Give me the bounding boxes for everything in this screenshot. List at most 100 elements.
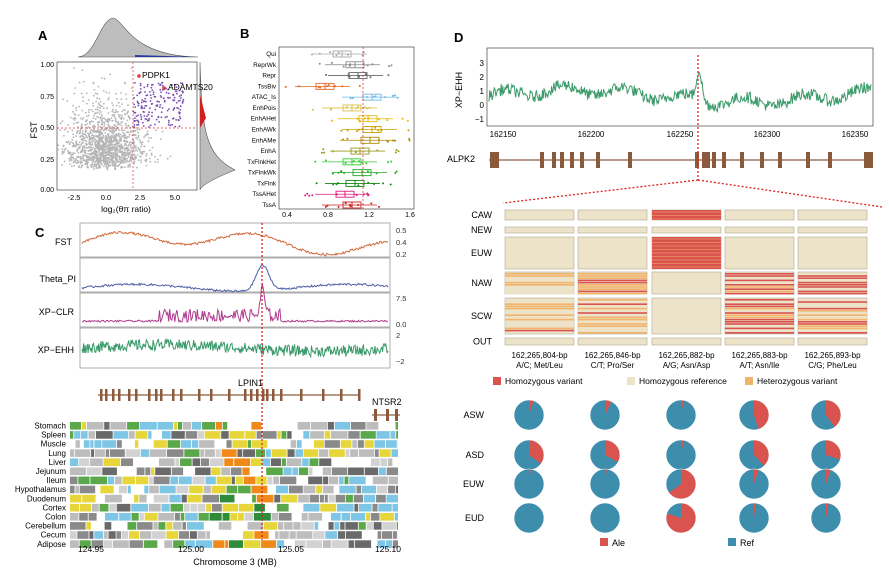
- outlier-point: [311, 194, 314, 197]
- chromatin-state-segment: [90, 476, 108, 485]
- scatter-point: [106, 160, 109, 163]
- tissue-label: Colon: [45, 513, 66, 522]
- scatter-point: [144, 118, 147, 120]
- chromatin-state-segment: [380, 513, 394, 521]
- outlier-point: [367, 117, 370, 120]
- scatter-point: [160, 96, 163, 99]
- chromatin-state-segment: [148, 431, 152, 439]
- chromatin-state-segment: [319, 458, 332, 466]
- chromatin-state-segment: [274, 494, 281, 503]
- panel-c-track-labels: FST Theta_PI XP−CLR XP−EHH: [38, 237, 76, 355]
- scatter-point: [173, 99, 175, 102]
- scatter-point: [84, 130, 87, 132]
- chromatin-state-segment: [364, 467, 379, 476]
- scatter-point: [124, 142, 127, 145]
- scatter-point: [110, 146, 113, 149]
- scatter-point: [176, 106, 179, 109]
- scatter-point: [146, 130, 149, 133]
- scatter-point: [102, 134, 105, 137]
- scatter-point: [117, 110, 119, 113]
- category-label: EnhPois: [253, 105, 276, 112]
- chromatin-state-segment: [180, 458, 192, 466]
- chromatin-state-segment: [176, 485, 189, 494]
- scatter-point: [134, 150, 136, 152]
- chromatin-state-segment: [164, 540, 173, 548]
- population-label: CAW: [471, 210, 492, 220]
- chromatin-state-segment: [94, 440, 102, 448]
- outlier-point: [318, 62, 321, 65]
- scatter-point: [103, 165, 105, 168]
- scatter-point: [182, 98, 185, 101]
- scatter-point: [109, 164, 112, 167]
- scatter-point: [97, 85, 100, 88]
- panel-c-label: C: [35, 225, 45, 240]
- chromatin-state-segment: [91, 503, 99, 512]
- gene-label-lpin1: LPIN1: [238, 378, 263, 388]
- xtick: 125.10: [375, 544, 401, 554]
- scatter-point: [72, 117, 75, 120]
- scatter-point: [126, 151, 129, 153]
- stripe: [725, 281, 794, 284]
- scatter-point: [63, 160, 66, 163]
- scatter-point: [154, 95, 157, 98]
- outlier-point: [315, 182, 318, 185]
- scatter-point: [69, 163, 71, 166]
- scatter-point: [80, 123, 83, 126]
- scatter-point: [126, 112, 128, 115]
- exon: [580, 152, 584, 168]
- scatter-point: [117, 121, 120, 123]
- scatter-point: [137, 102, 140, 105]
- panel-a-ylabel: FST: [29, 121, 39, 139]
- pie-legend-label: Ref: [740, 538, 755, 548]
- scatter-point: [175, 101, 178, 104]
- scatter-point: [89, 149, 92, 152]
- pie-group-label: EUD: [465, 513, 485, 523]
- scatter-point: [140, 118, 143, 121]
- stripe: [505, 329, 574, 332]
- chromatin-state-segment: [140, 449, 149, 457]
- scatter-point: [94, 141, 97, 144]
- chromatin-state-segment: [336, 503, 354, 512]
- scatter-point: [79, 117, 82, 120]
- scatter-point: [137, 159, 140, 162]
- scatter-point: [173, 107, 176, 109]
- scatter-point: [76, 149, 79, 152]
- exon: [828, 152, 832, 168]
- scatter-point: [133, 144, 136, 147]
- outlier-point: [407, 129, 410, 132]
- pie-group-label: ASD: [465, 450, 484, 460]
- chromatin-state-segment: [134, 440, 139, 448]
- scatter-point: [108, 147, 110, 150]
- pie-outline: [589, 502, 621, 534]
- scatter-point: [123, 151, 125, 154]
- chromatin-state-segment: [359, 449, 375, 457]
- scatter-point: [105, 120, 108, 122]
- scatter-point: [89, 138, 92, 141]
- gene-label-pdpk1: PDPK1: [142, 70, 170, 80]
- scatter-point: [63, 148, 66, 151]
- scatter-point: [107, 134, 110, 137]
- chromatin-state-segment: [134, 494, 139, 503]
- scatter-point: [93, 131, 95, 133]
- outlier-point: [384, 96, 387, 99]
- chromatin-state-segment: [279, 531, 289, 539]
- scatter-point: [106, 118, 109, 121]
- scatter-point: [91, 161, 94, 164]
- exon: [128, 389, 131, 401]
- chromatin-state-segment: [110, 422, 127, 430]
- chromatin-state-segment: [151, 467, 155, 476]
- fst-tick: 0.4: [396, 238, 406, 247]
- chromatin-state-segment: [96, 431, 113, 439]
- scatter-point: [94, 135, 97, 138]
- exon: [155, 389, 158, 401]
- scatter-point: [129, 164, 131, 167]
- scatter-point: [96, 154, 98, 156]
- scatter-point: [101, 163, 103, 166]
- legend-swatch: [745, 377, 753, 385]
- scatter-point: [104, 136, 107, 139]
- scatter-point: [107, 137, 109, 140]
- scatter-point: [103, 117, 106, 120]
- chromatin-state-segment: [70, 431, 74, 439]
- scatter-point: [124, 144, 126, 147]
- fst-line: [81, 230, 389, 257]
